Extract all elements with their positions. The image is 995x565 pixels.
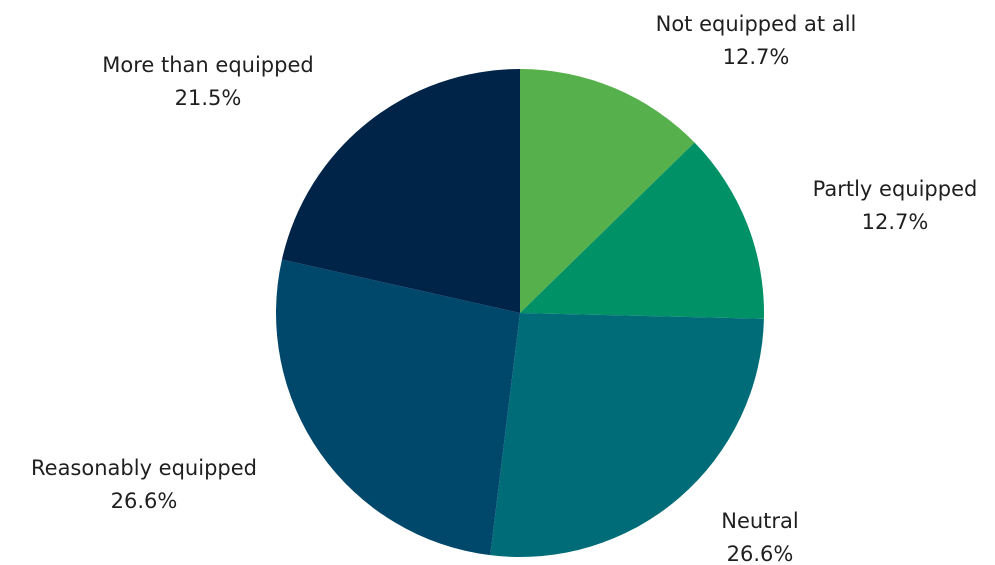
slice-label: Reasonably equipped 26.6% [31, 456, 257, 513]
slice-label-value: 26.6% [111, 489, 178, 513]
slice-label-name: Reasonably equipped [31, 456, 257, 480]
pie-labels: Not equipped at all 12.7% Partly equipped 1… [31, 12, 977, 565]
slice-label-name: More than equipped [102, 53, 313, 77]
slice-label-value: 21.5% [175, 86, 242, 110]
slice-label: Neutral 26.6% [721, 509, 799, 565]
pie-slice-more-than-equipped [281, 69, 520, 313]
pie-slice-reasonably-equipped [276, 259, 520, 556]
slice-label: Not equipped at all 12.7% [656, 12, 857, 69]
slice-label: More than equipped 21.5% [102, 53, 313, 110]
pie-slice-neutral [490, 313, 764, 557]
pie-slice-not-equipped-at-all [520, 69, 695, 313]
pie-slices [276, 69, 764, 557]
slice-label: Partly equipped 12.7% [813, 177, 978, 234]
slice-label-value: 26.6% [727, 542, 794, 565]
slice-label-value: 12.7% [862, 210, 929, 234]
slice-label-name: Not equipped at all [656, 12, 857, 36]
pie-slice-partly-equipped [520, 142, 764, 319]
slice-label-value: 12.7% [723, 45, 790, 69]
slice-label-name: Partly equipped [813, 177, 978, 201]
slice-label-name: Neutral [721, 509, 799, 533]
